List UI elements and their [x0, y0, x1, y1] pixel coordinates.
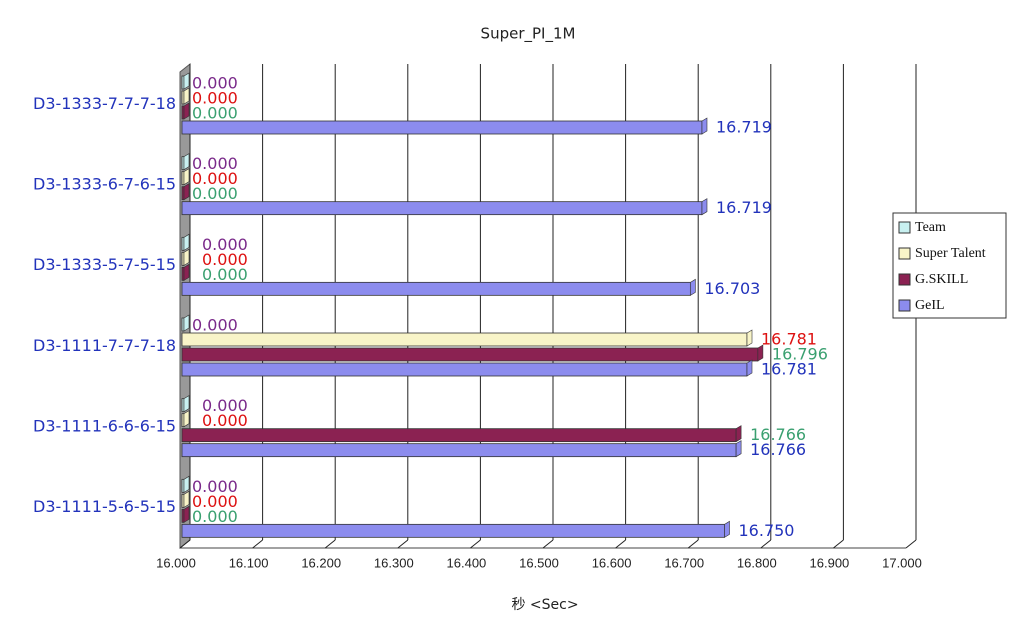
bar-side	[183, 183, 190, 201]
bar	[181, 281, 691, 296]
chart-title: Super_PI_1M	[481, 25, 576, 44]
bar-side	[757, 344, 764, 362]
value-label: 0.000	[192, 154, 238, 173]
bar	[181, 332, 748, 347]
grid-floor	[833, 539, 844, 549]
bar-side	[183, 410, 190, 428]
grid-floor	[252, 539, 263, 549]
bar	[181, 362, 748, 377]
value-label: 0.000	[202, 396, 248, 415]
x-tick-label: 16.900	[810, 555, 850, 570]
bar-side	[183, 395, 190, 413]
bar-side	[183, 505, 190, 523]
value-label: 0.000	[192, 74, 238, 93]
value-label: 0.000	[192, 316, 238, 335]
value-label: 0.000	[192, 104, 238, 123]
value-label: 16.766	[750, 440, 806, 459]
bar-side	[746, 359, 753, 377]
grid-floor	[324, 539, 336, 549]
bar-side	[724, 520, 730, 538]
value-label: 16.703	[704, 279, 760, 298]
x-tick-label: 16.300	[374, 555, 414, 570]
grid-floor	[397, 539, 409, 549]
grid-floor	[615, 539, 626, 549]
value-label: 0.000	[192, 89, 238, 108]
value-label: 0.000	[202, 265, 248, 284]
bar-side	[183, 248, 190, 266]
value-label: 16.781	[761, 360, 817, 379]
legend-label: GeIL	[915, 298, 945, 313]
y-tick-label: D3-1111-6-6-6-15	[33, 417, 176, 436]
legend-swatch	[898, 221, 911, 234]
bar-side	[183, 87, 190, 105]
bar	[181, 443, 737, 458]
legend-swatch	[898, 273, 911, 286]
bar-side	[183, 490, 190, 508]
legend-label: G.SKILL	[915, 272, 968, 287]
x-tick-label: 16.000	[156, 555, 196, 570]
bar-side	[735, 425, 742, 443]
x-tick-label: 16.500	[519, 555, 559, 570]
value-label: 0.000	[202, 235, 248, 254]
y-tick-label: D3-1111-5-6-5-15	[33, 497, 176, 516]
bar	[181, 201, 703, 216]
y-tick-label: D3-1333-6-7-6-15	[33, 175, 176, 194]
value-label: 0.000	[192, 184, 238, 203]
y-tick-label: D3-1333-7-7-7-18	[33, 94, 176, 113]
value-label: 16.750	[739, 521, 795, 540]
legend-box	[892, 212, 1007, 319]
bar-side	[735, 440, 742, 458]
value-label: 16.719	[716, 198, 772, 217]
grid-floor	[542, 539, 554, 549]
x-tick-label: 16.400	[447, 555, 487, 570]
value-label: 0.000	[202, 411, 248, 430]
value-label: 16.719	[716, 118, 772, 137]
bar	[181, 428, 737, 443]
grid-floor	[760, 539, 772, 549]
bar-side	[183, 72, 190, 90]
x-axis-label: 秒 <Sec>	[511, 597, 578, 613]
bar-side	[183, 233, 190, 251]
grid-floor	[687, 539, 699, 549]
bar-side	[701, 198, 708, 216]
bar-side	[183, 153, 190, 171]
grid-floor	[905, 539, 917, 549]
x-tick-label: 16.700	[664, 555, 704, 570]
value-label: 16.766	[750, 425, 806, 444]
x-tick-label: 17.000	[882, 555, 922, 570]
value-label: 0.000	[192, 492, 238, 511]
value-label: 0.000	[192, 507, 238, 526]
y-tick-label: D3-1111-7-7-7-18	[33, 336, 176, 355]
bar-side	[701, 117, 708, 135]
legend-label: Team	[915, 220, 946, 235]
bar	[181, 523, 725, 538]
legend-swatch	[898, 247, 911, 260]
grid-floor	[179, 539, 191, 549]
grid-floor	[470, 539, 481, 549]
x-tick-label: 16.800	[737, 555, 777, 570]
value-label: 0.000	[192, 477, 238, 496]
bar-side	[183, 314, 190, 332]
bar-side	[183, 168, 190, 186]
legend-swatch	[898, 299, 911, 312]
bar-side	[690, 278, 696, 296]
value-label: 0.000	[202, 250, 248, 269]
bar	[181, 347, 759, 362]
bar-side	[746, 329, 753, 347]
left-wall	[179, 62, 191, 550]
x-tick-label: 16.600	[592, 555, 632, 570]
bar	[181, 120, 703, 135]
bar-side	[183, 475, 190, 493]
value-label: 0.000	[192, 169, 238, 188]
x-tick-label: 16.200	[301, 555, 341, 570]
legend-label: Super Talent	[915, 246, 986, 261]
value-label: 16.796	[772, 345, 828, 364]
value-label: 16.781	[761, 330, 817, 349]
y-tick-label: D3-1333-5-7-5-15	[33, 255, 176, 274]
bar-side	[183, 102, 190, 120]
bar-side	[183, 263, 190, 281]
x-tick-label: 16.100	[229, 555, 269, 570]
